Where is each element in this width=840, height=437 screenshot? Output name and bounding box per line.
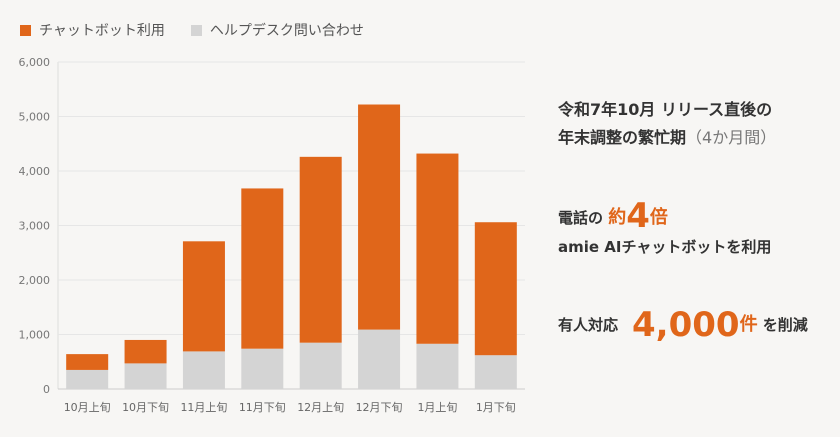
x-tick-label: 1月上旬 <box>417 401 457 414</box>
chart-legend: チャットボット利用 ヘルプデスク問い合わせ <box>20 20 390 40</box>
x-tick-label: 11月下旬 <box>239 401 286 414</box>
summary-ratio-approx: 約 <box>608 207 627 228</box>
x-tick-label: 12月下旬 <box>356 401 403 414</box>
summary-reduction-suffix: を削減 <box>762 316 808 334</box>
x-tick-label: 1月下旬 <box>476 401 516 414</box>
bar-segment <box>182 241 225 352</box>
legend-label-helpdesk: ヘルプデスク問い合わせ <box>209 23 364 39</box>
y-tick-label: 6,000 <box>19 56 51 69</box>
bar-segment <box>124 339 167 364</box>
legend-swatch-helpdesk <box>190 24 202 36</box>
summary-ratio-prefix: 電話の <box>558 209 604 227</box>
x-axis: 10月上旬 10月下旬 11月上旬 11月下旬 12月上旬 12月下旬 1月上旬 1月下旬 <box>64 401 516 414</box>
summary-ratio-value: 4 <box>626 196 650 236</box>
summary-reduction-unit: 件 <box>739 314 758 335</box>
x-tick-label: 11月上旬 <box>180 401 227 414</box>
bar-segment <box>66 369 109 389</box>
summary-reduction-line: 有人対応 4,000件 を削減 <box>558 305 808 345</box>
bar-segment <box>241 348 284 389</box>
y-tick-label: 1,000 <box>19 329 51 342</box>
bar-segment <box>474 355 517 389</box>
y-tick-label: 4,000 <box>19 165 51 178</box>
summary-panel: 令和7年10月 リリース直後の 年末調整の繁忙期（4か月間） 電話の 約4倍 a… <box>558 0 840 437</box>
bar-segment <box>474 222 517 356</box>
legend-swatch-chatbot <box>20 24 31 36</box>
bar-segment <box>299 342 342 389</box>
y-axis: 0 1,000 2,000 3,000 4,000 5,000 6,000 <box>19 56 51 396</box>
y-tick-label: 5,000 <box>19 111 51 124</box>
x-tick-label: 10月上旬 <box>64 401 111 414</box>
summary-season-line: 年末調整の繁忙期（4か月間） <box>558 124 776 148</box>
summary-season: 年末調整の繁忙期 <box>558 128 687 147</box>
legend-label-chatbot: チャットボット利用 <box>39 23 165 39</box>
y-tick-label: 3,000 <box>19 220 51 233</box>
summary-reduction-value: 4,000 <box>632 305 740 345</box>
legend-item-helpdesk: ヘルプデスク問い合わせ <box>190 20 364 40</box>
chart-bars <box>66 104 517 389</box>
bar-segment <box>416 343 459 389</box>
bar-segment <box>66 354 109 370</box>
x-tick-label: 10月下旬 <box>122 401 169 414</box>
x-tick-label: 12月上旬 <box>297 401 344 414</box>
summary-reduction-prefix: 有人対応 <box>558 316 619 334</box>
summary-ratio-unit: 倍 <box>649 207 668 228</box>
legend-item-chatbot: チャットボット利用 <box>20 20 165 40</box>
bar-segment <box>182 351 225 389</box>
summary-duration: （4か月間） <box>686 128 777 147</box>
bar-segment <box>416 153 459 344</box>
y-tick-label: 2,000 <box>19 274 51 287</box>
y-tick-label: 0 <box>43 383 50 396</box>
bar-segment <box>299 156 342 343</box>
summary-usage-line: amie AIチャットボットを利用 <box>558 238 772 256</box>
bar-segment <box>241 188 284 349</box>
bar-segment <box>124 363 167 389</box>
summary-ratio-line: 電話の 約4倍 <box>558 196 668 236</box>
summary-period-line: 令和7年10月 リリース直後の <box>558 100 773 119</box>
bar-segment <box>358 104 401 330</box>
bar-segment <box>358 329 401 389</box>
